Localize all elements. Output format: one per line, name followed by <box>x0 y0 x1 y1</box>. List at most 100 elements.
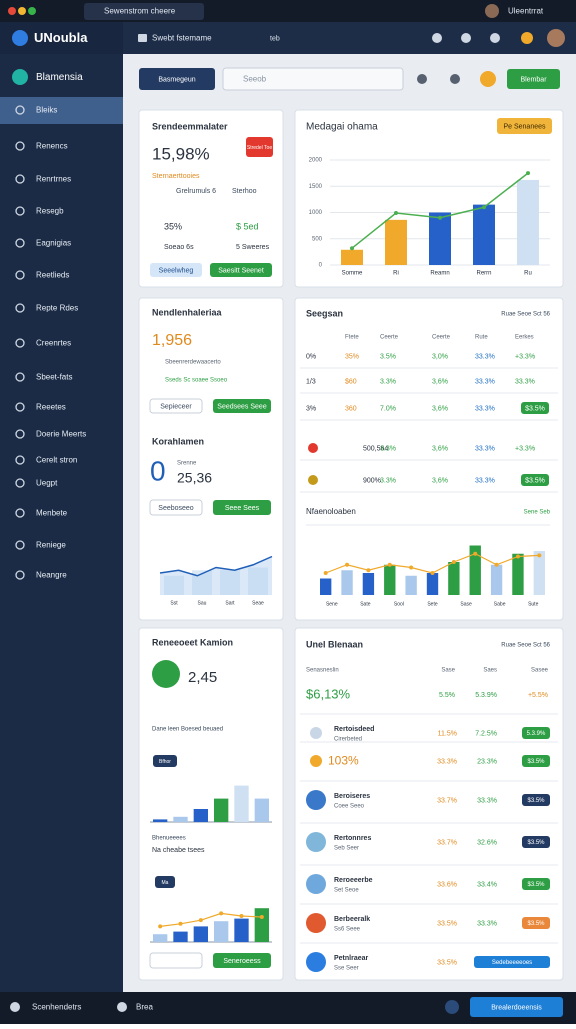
button-label[interactable]: Pe Senanees <box>503 123 546 130</box>
toolbar-icon <box>450 74 460 84</box>
label: 32.6% <box>477 839 497 846</box>
header-icon <box>490 33 500 43</box>
label: $3.5% <box>527 759 545 765</box>
tag <box>246 137 273 157</box>
label: Unel Blenaan <box>306 639 363 649</box>
button[interactable] <box>210 263 272 277</box>
nav-item[interactable]: Eagnigias <box>36 239 71 248</box>
badge <box>522 755 550 767</box>
window-dot <box>18 7 26 15</box>
nav-item[interactable]: Reniege <box>36 541 66 550</box>
button-label[interactable]: Sepieceer <box>160 403 192 410</box>
label: Ftete <box>345 335 359 341</box>
nav-item[interactable]: Reetlieds <box>36 271 69 280</box>
nav-icon <box>15 270 25 280</box>
nav-item[interactable]: Sbeet-fats <box>36 373 72 382</box>
label: 25,36 <box>177 470 212 486</box>
nav-item[interactable]: Renrtrnes <box>36 175 71 184</box>
avatar <box>547 29 565 47</box>
label: Rute <box>475 335 488 341</box>
nav-item[interactable]: Reeetes <box>36 403 66 412</box>
line-point <box>219 911 224 916</box>
label: 15,98% <box>152 144 210 163</box>
card <box>138 297 284 621</box>
label: Sbeenrerdewaacerto <box>165 360 221 366</box>
button[interactable] <box>150 263 202 277</box>
nav-icon <box>15 478 25 488</box>
label: 3.3% <box>380 477 396 484</box>
button-label[interactable]: Seeelwheg <box>159 267 194 274</box>
card <box>294 627 564 981</box>
nav-item[interactable]: Doerie Meerts <box>36 430 86 439</box>
nav-item[interactable]: Creenrtes <box>36 339 71 348</box>
search-box[interactable] <box>222 67 404 91</box>
label: 3,6% <box>432 445 448 452</box>
nav-item[interactable]: Cerelt stron <box>36 456 77 465</box>
window-dot <box>28 7 36 15</box>
bar <box>384 564 396 595</box>
button-label[interactable]: Saesitt Seenet <box>218 267 264 274</box>
button[interactable] <box>213 500 271 515</box>
button[interactable] <box>149 398 203 414</box>
nav-item[interactable]: Resegb <box>36 207 64 216</box>
nav-icon <box>15 540 25 550</box>
search-placeholder[interactable]: Seeob <box>243 75 267 84</box>
line-point <box>537 553 542 558</box>
nav-item[interactable]: Uegpt <box>36 479 58 488</box>
button[interactable] <box>213 399 271 413</box>
button-label[interactable]: Brealerdoeensis <box>491 1004 542 1011</box>
line-point <box>451 560 456 564</box>
bar <box>533 551 545 595</box>
line-point <box>259 915 264 920</box>
label: +3.3% <box>515 353 535 360</box>
x-tick-label: Sst <box>170 600 178 606</box>
nav-item[interactable]: Renencs <box>36 142 68 151</box>
bar <box>429 212 451 265</box>
bar <box>214 798 229 822</box>
button[interactable] <box>507 69 560 89</box>
dropdown[interactable]: Ruae Seoe Sct 56 <box>501 312 550 318</box>
button-label[interactable]: Seeboseeo <box>158 505 194 512</box>
button[interactable] <box>149 499 203 516</box>
label: 5.5% <box>439 692 455 699</box>
bar <box>254 908 269 942</box>
button[interactable] <box>213 953 271 968</box>
nav-item[interactable]: Neangre <box>36 571 67 580</box>
button-label[interactable]: Seee Sees <box>225 505 260 512</box>
button-label[interactable]: Blembar <box>520 76 547 83</box>
bar <box>469 545 481 595</box>
bar <box>517 179 539 265</box>
label: Sterhoo <box>232 188 257 195</box>
label: Soeao 6s <box>164 244 194 251</box>
button[interactable] <box>470 997 563 1017</box>
label: Srenne <box>177 461 197 467</box>
label: Sternaerttooies <box>152 173 200 180</box>
button[interactable] <box>497 118 552 134</box>
tab <box>84 3 204 20</box>
button-label[interactable]: Seneroeess <box>223 958 261 965</box>
button-label[interactable]: Seedsees Seee <box>217 403 267 410</box>
line-point <box>394 211 398 216</box>
nav-item[interactable]: Bleiks <box>36 106 57 115</box>
label: 33.3% <box>475 445 495 452</box>
label: 5.3.9% <box>475 692 497 699</box>
bar <box>193 809 208 822</box>
label: 3.5% <box>380 353 396 360</box>
bar <box>490 564 503 595</box>
nav-item[interactable]: Repte Rdes <box>36 304 78 313</box>
label: 1,956 <box>152 332 192 349</box>
bar <box>214 921 229 942</box>
button[interactable] <box>139 68 215 90</box>
button[interactable] <box>149 952 203 969</box>
bar <box>153 934 168 942</box>
nav-item[interactable]: Menbete <box>36 509 68 518</box>
line-point <box>366 568 371 573</box>
dropdown[interactable]: Ruae Seoe Sct 56 <box>501 643 550 649</box>
button-label[interactable]: Basmegeun <box>158 76 195 83</box>
label: Grelrumuls 6 <box>176 188 216 195</box>
label: Sene Seb <box>524 510 551 516</box>
label: 3.3% <box>380 445 396 452</box>
bar <box>153 819 168 822</box>
line-point <box>494 562 499 567</box>
